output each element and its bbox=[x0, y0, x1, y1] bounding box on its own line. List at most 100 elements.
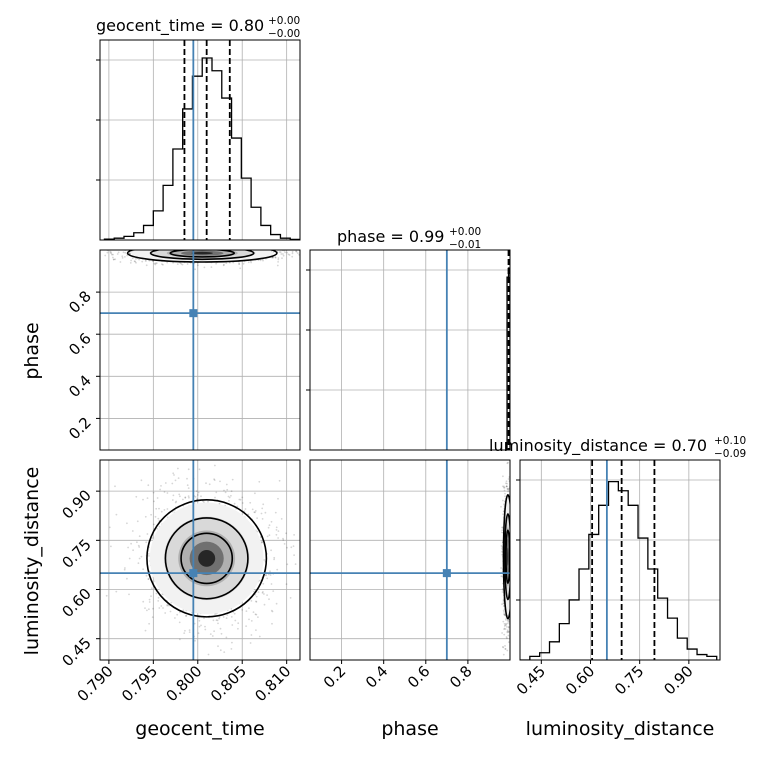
scatter-point bbox=[249, 247, 251, 249]
scatter-point bbox=[187, 495, 190, 497]
scatter-point bbox=[510, 538, 512, 540]
scatter-point bbox=[244, 247, 246, 249]
scatter-point bbox=[155, 245, 157, 247]
scatter-point bbox=[282, 537, 284, 540]
scatter-point bbox=[203, 501, 205, 504]
scatter-point bbox=[290, 246, 292, 248]
scatter-point bbox=[512, 577, 514, 579]
scatter-point bbox=[288, 254, 291, 256]
scatter-point bbox=[151, 616, 154, 619]
scatter-point bbox=[256, 241, 258, 243]
scatter-point bbox=[511, 560, 513, 562]
scatter-point bbox=[106, 251, 109, 254]
scatter-point bbox=[237, 244, 239, 246]
scatter-point bbox=[160, 247, 162, 249]
scatter-point bbox=[165, 243, 167, 245]
scatter-point bbox=[236, 244, 238, 246]
scatter-point bbox=[506, 622, 509, 625]
scatter-point bbox=[263, 603, 266, 606]
scatter-point bbox=[187, 246, 189, 248]
scatter-point bbox=[193, 246, 195, 248]
scatter-point bbox=[230, 490, 233, 493]
scatter-point bbox=[262, 591, 264, 593]
scatter-point bbox=[217, 645, 219, 648]
scatter-point bbox=[134, 260, 137, 263]
scatter-point bbox=[510, 554, 512, 556]
scatter-point bbox=[146, 533, 149, 535]
scatter-point bbox=[512, 602, 514, 604]
scatter-point bbox=[512, 557, 514, 559]
scatter-point bbox=[234, 247, 236, 249]
scatter-point bbox=[235, 246, 237, 248]
scatter-point bbox=[202, 244, 204, 246]
scatter-point bbox=[503, 489, 506, 492]
scatter-point bbox=[242, 245, 244, 247]
scatter-point bbox=[507, 619, 510, 622]
scatter-point bbox=[504, 628, 507, 630]
xtick-label-luminosity_distance: 0.75 bbox=[611, 662, 647, 698]
scatter-point bbox=[241, 248, 243, 250]
scatter-point bbox=[151, 248, 153, 250]
contour-line bbox=[169, 250, 236, 258]
scatter-point bbox=[271, 246, 273, 248]
scatter-point bbox=[186, 477, 188, 480]
scatter-point bbox=[117, 251, 120, 254]
scatter-point bbox=[210, 247, 212, 249]
scatter-point bbox=[198, 625, 201, 628]
scatter-point bbox=[513, 526, 515, 528]
scatter-point bbox=[193, 246, 195, 248]
scatter-point bbox=[220, 245, 222, 247]
scatter-point bbox=[159, 248, 161, 250]
scatter-point bbox=[188, 631, 191, 633]
scatter-point bbox=[189, 244, 191, 246]
scatter-point bbox=[507, 490, 509, 493]
contour-line bbox=[149, 250, 255, 261]
scatter-point bbox=[172, 261, 175, 264]
scatter-point bbox=[231, 641, 233, 644]
scatter-point bbox=[174, 617, 176, 619]
scatter-point bbox=[225, 636, 228, 639]
density-panel-geocent_time-phase bbox=[99, 237, 301, 451]
scatter-point bbox=[511, 579, 513, 581]
scatter-point bbox=[501, 547, 503, 550]
scatter-point bbox=[510, 617, 512, 619]
scatter-point bbox=[511, 516, 513, 518]
scatter-point bbox=[502, 646, 504, 648]
scatter-point bbox=[184, 496, 187, 499]
scatter-point bbox=[227, 242, 229, 244]
scatter-point bbox=[128, 252, 131, 255]
panel-border bbox=[99, 459, 301, 661]
scatter-point bbox=[260, 536, 262, 539]
scatter-point bbox=[177, 237, 179, 239]
scatter-point bbox=[119, 261, 122, 263]
scatter-point bbox=[511, 505, 513, 507]
scatter-point bbox=[251, 508, 254, 511]
scatter-point bbox=[511, 605, 513, 607]
scatter-point bbox=[152, 607, 154, 610]
scatter-point bbox=[510, 514, 512, 516]
scatter-point bbox=[100, 245, 102, 247]
scatter-point bbox=[511, 549, 513, 551]
scatter-point bbox=[151, 246, 153, 248]
scatter-point bbox=[250, 600, 253, 602]
scatter-point bbox=[256, 530, 259, 533]
scatter-point bbox=[161, 248, 163, 250]
scatter-point bbox=[507, 621, 510, 623]
scatter-point bbox=[507, 629, 509, 632]
scatter-point bbox=[512, 564, 514, 566]
xtick-label-luminosity_distance: 0.90 bbox=[660, 662, 696, 698]
scatter-point bbox=[126, 577, 128, 580]
scatter-point bbox=[231, 624, 234, 626]
scatter-point bbox=[513, 507, 515, 509]
scatter-point bbox=[226, 488, 229, 491]
scatter-point bbox=[198, 248, 200, 250]
scatter-point bbox=[270, 549, 272, 552]
scatter-point bbox=[291, 255, 294, 258]
scatter-point bbox=[504, 614, 506, 617]
scatter-point bbox=[234, 619, 237, 622]
scatter-point bbox=[247, 513, 250, 516]
scatter-point bbox=[153, 262, 156, 265]
scatter-point bbox=[154, 515, 157, 518]
hist-panel-geocent_time bbox=[96, 39, 301, 241]
ylabel-phase: phase bbox=[21, 322, 43, 379]
